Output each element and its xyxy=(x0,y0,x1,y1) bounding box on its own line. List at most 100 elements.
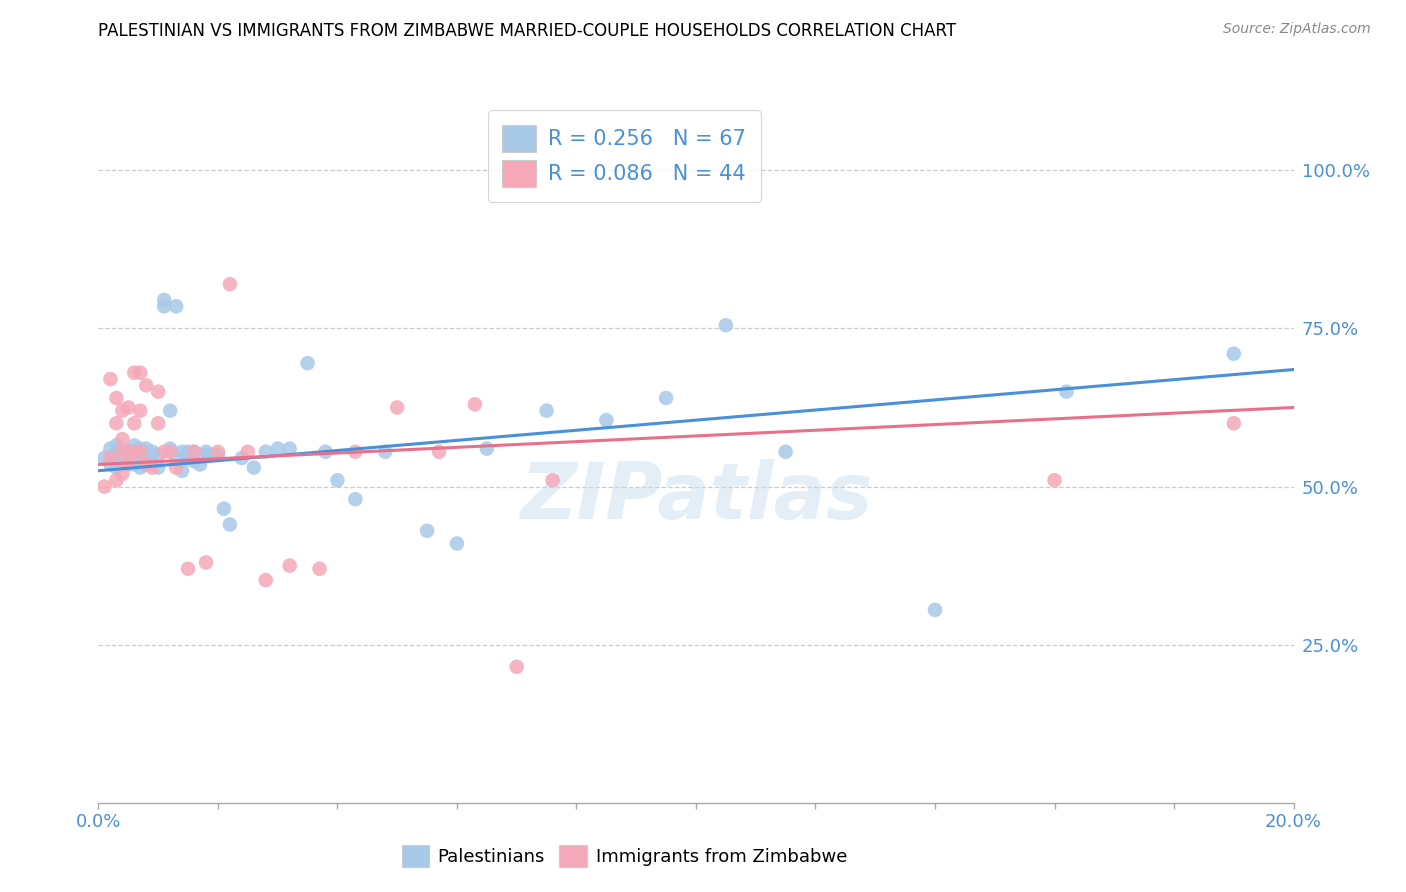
Point xyxy=(1054,384,1078,399)
Point xyxy=(416,524,439,538)
Point xyxy=(385,401,409,415)
Point xyxy=(117,458,139,472)
Point xyxy=(124,451,146,466)
Point xyxy=(924,603,946,617)
Point xyxy=(195,448,218,462)
Text: ZIPatlas: ZIPatlas xyxy=(520,458,872,534)
Point xyxy=(129,448,152,462)
Point xyxy=(153,444,176,458)
Point xyxy=(105,438,128,452)
Point xyxy=(124,366,146,380)
Point xyxy=(100,458,122,472)
Point xyxy=(374,444,396,458)
Point xyxy=(129,460,152,475)
Point xyxy=(129,442,152,456)
Point xyxy=(105,444,128,458)
Point xyxy=(117,454,139,468)
Point xyxy=(111,451,134,466)
Point xyxy=(1043,473,1066,487)
Point xyxy=(129,451,152,466)
Point xyxy=(326,473,349,487)
Point xyxy=(595,413,617,427)
Point xyxy=(475,442,498,456)
Point xyxy=(111,403,134,417)
Point xyxy=(111,444,134,458)
Point xyxy=(105,473,128,487)
Point xyxy=(344,492,367,507)
Point xyxy=(148,460,170,475)
Point xyxy=(141,444,163,458)
Point xyxy=(124,444,146,458)
Point xyxy=(124,458,146,472)
Point xyxy=(159,442,181,456)
Point xyxy=(117,444,139,458)
Point xyxy=(105,391,128,405)
Point xyxy=(148,417,170,431)
Point xyxy=(159,444,181,458)
Point xyxy=(141,454,163,468)
Point xyxy=(172,444,194,458)
Point xyxy=(195,444,218,458)
Point xyxy=(297,356,319,370)
Point xyxy=(183,444,205,458)
Point xyxy=(236,444,259,458)
Point xyxy=(111,432,134,446)
Point xyxy=(254,573,277,587)
Point xyxy=(219,517,242,532)
Point xyxy=(111,444,134,458)
Point xyxy=(177,562,200,576)
Point xyxy=(153,293,176,307)
Point xyxy=(165,451,187,466)
Point xyxy=(100,451,122,466)
Point xyxy=(105,460,128,475)
Point xyxy=(111,467,134,481)
Point xyxy=(159,403,181,417)
Point xyxy=(254,444,277,458)
Point xyxy=(100,442,122,456)
Point xyxy=(165,460,187,475)
Point xyxy=(135,451,157,466)
Point xyxy=(148,384,170,399)
Point xyxy=(267,442,290,456)
Point xyxy=(446,536,468,550)
Point xyxy=(177,451,200,466)
Point xyxy=(135,458,157,472)
Point xyxy=(165,299,187,313)
Point xyxy=(172,464,194,478)
Text: Source: ZipAtlas.com: Source: ZipAtlas.com xyxy=(1223,22,1371,37)
Point xyxy=(100,372,122,386)
Point xyxy=(135,458,157,472)
Point xyxy=(124,417,146,431)
Point xyxy=(315,444,337,458)
Legend: Palestinians, Immigrants from Zimbabwe: Palestinians, Immigrants from Zimbabwe xyxy=(394,838,855,874)
Point xyxy=(117,448,139,462)
Point xyxy=(148,448,170,462)
Point xyxy=(1223,417,1246,431)
Point xyxy=(219,277,242,292)
Point xyxy=(153,299,176,313)
Point xyxy=(135,442,157,456)
Point xyxy=(141,460,163,475)
Point xyxy=(93,479,115,493)
Point xyxy=(129,444,152,458)
Point xyxy=(344,444,367,458)
Point xyxy=(183,444,205,458)
Text: PALESTINIAN VS IMMIGRANTS FROM ZIMBABWE MARRIED-COUPLE HOUSEHOLDS CORRELATION CH: PALESTINIAN VS IMMIGRANTS FROM ZIMBABWE … xyxy=(98,22,956,40)
Point xyxy=(129,366,152,380)
Point xyxy=(129,403,152,417)
Point xyxy=(111,454,134,468)
Point xyxy=(714,318,737,333)
Point xyxy=(278,558,301,573)
Point xyxy=(212,501,235,516)
Point xyxy=(464,397,486,411)
Point xyxy=(207,444,229,458)
Point xyxy=(135,378,157,392)
Point xyxy=(427,444,450,458)
Point xyxy=(308,562,330,576)
Point xyxy=(775,444,797,458)
Point xyxy=(183,454,205,468)
Point xyxy=(1223,347,1246,361)
Point xyxy=(93,451,115,466)
Point xyxy=(105,417,128,431)
Point xyxy=(195,556,218,570)
